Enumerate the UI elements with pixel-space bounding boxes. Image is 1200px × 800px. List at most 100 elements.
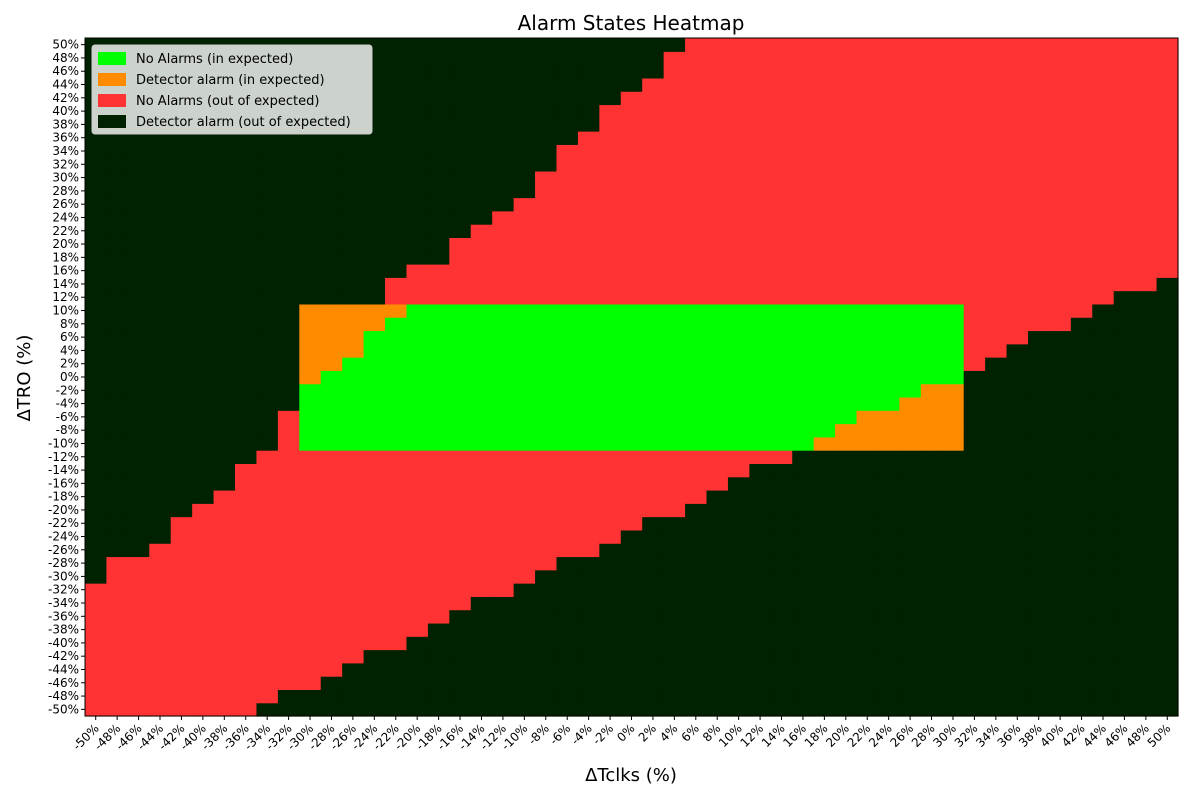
- heatmap-cell: [920, 250, 943, 265]
- heatmap-cell: [985, 184, 1008, 199]
- heatmap-cell: [599, 64, 622, 79]
- heatmap-cell: [963, 104, 986, 119]
- heatmap-cell: [1049, 64, 1072, 79]
- y-tick-label: 38%: [52, 117, 79, 131]
- heatmap-cell: [1070, 583, 1093, 597]
- heatmap-cell: [535, 157, 558, 172]
- heatmap-cell: [1092, 264, 1115, 278]
- heatmap-cell: [1092, 144, 1115, 159]
- heatmap-cell: [342, 237, 365, 252]
- heatmap-cell: [1049, 569, 1072, 584]
- heatmap-cell: [685, 144, 708, 159]
- heatmap-cell: [1135, 383, 1158, 398]
- heatmap-cell: [127, 423, 150, 438]
- heatmap-cell: [470, 463, 493, 478]
- heatmap-cell: [363, 676, 386, 691]
- heatmap-cell: [127, 250, 150, 265]
- heatmap-cell: [535, 144, 558, 159]
- heatmap-cell: [213, 583, 236, 597]
- heatmap-cell: [470, 543, 493, 558]
- heatmap-cell: [1049, 689, 1072, 704]
- heatmap-cell: [106, 596, 129, 611]
- heatmap-cell: [535, 636, 558, 651]
- heatmap-cell: [749, 636, 772, 651]
- heatmap-cell: [856, 330, 879, 345]
- heatmap-cell: [556, 64, 579, 79]
- heatmap-cell: [385, 117, 408, 132]
- heatmap-cell: [813, 503, 836, 518]
- heatmap-cell: [406, 77, 429, 92]
- heatmap-cell: [963, 64, 986, 79]
- heatmap-cell: [599, 343, 622, 358]
- heatmap-cell: [535, 702, 558, 717]
- heatmap-cell: [492, 343, 515, 358]
- heatmap-cell: [770, 689, 793, 704]
- heatmap-cell: [1027, 170, 1051, 185]
- heatmap-cell: [620, 649, 643, 664]
- heatmap-cell: [1006, 91, 1029, 106]
- heatmap-cell: [492, 131, 515, 145]
- heatmap-cell: [920, 144, 943, 159]
- heatmap-cell: [685, 303, 708, 318]
- heatmap-cell: [749, 184, 772, 199]
- heatmap-cell: [1006, 689, 1029, 704]
- heatmap-cell: [492, 264, 515, 278]
- heatmap-cell: [235, 423, 258, 438]
- heatmap-cell: [170, 596, 193, 611]
- heatmap-cell: [813, 224, 836, 239]
- heatmap-cell: [599, 290, 622, 305]
- heatmap-cell: [363, 476, 386, 491]
- heatmap-cell: [449, 357, 472, 371]
- heatmap-cell: [213, 383, 236, 398]
- heatmap-cell: [149, 596, 172, 611]
- heatmap-cell: [642, 131, 665, 145]
- heatmap-cell: [320, 543, 343, 558]
- heatmap-cell: [963, 303, 986, 318]
- heatmap-cell: [320, 250, 343, 265]
- heatmap-cell: [877, 596, 900, 611]
- heatmap-cell: [492, 197, 515, 212]
- heatmap-cell: [1135, 277, 1158, 292]
- heatmap-cell: [342, 516, 365, 531]
- heatmap-cell: [192, 609, 215, 624]
- heatmap-cell: [577, 649, 600, 664]
- heatmap-cell: [556, 529, 579, 544]
- heatmap-cell: [877, 636, 900, 651]
- heatmap-cell: [577, 237, 600, 252]
- heatmap-cell: [706, 157, 729, 172]
- heatmap-cell: [920, 676, 943, 691]
- heatmap-cell: [1027, 476, 1051, 491]
- heatmap-cell: [1156, 184, 1179, 199]
- heatmap-cell: [363, 436, 386, 451]
- heatmap-cell: [149, 330, 172, 345]
- heatmap-cell: [1027, 583, 1051, 597]
- heatmap-cell: [192, 264, 215, 278]
- heatmap-cell: [620, 184, 643, 199]
- heatmap-cell: [856, 277, 879, 292]
- heatmap-cell: [985, 250, 1008, 265]
- heatmap-cell: [492, 596, 515, 611]
- heatmap-cell: [106, 131, 129, 145]
- heatmap-cell: [1113, 290, 1136, 305]
- heatmap-cell: [599, 144, 622, 159]
- heatmap-cell: [685, 556, 708, 571]
- heatmap-cell: [449, 184, 472, 199]
- heatmap-cell: [577, 476, 600, 491]
- heatmap-cell: [235, 264, 258, 278]
- heatmap-cell: [985, 410, 1008, 425]
- heatmap-cell: [235, 237, 258, 252]
- heatmap-cell: [320, 144, 343, 159]
- heatmap-cell: [492, 290, 515, 305]
- heatmap-cell: [942, 410, 965, 425]
- heatmap-cell: [770, 596, 793, 611]
- heatmap-cell: [385, 317, 408, 332]
- heatmap-cell: [1006, 556, 1029, 571]
- heatmap-cell: [963, 662, 986, 677]
- heatmap-cell: [127, 170, 150, 185]
- heatmap-cell: [277, 264, 300, 278]
- heatmap-cell: [685, 64, 708, 79]
- heatmap-cell: [985, 662, 1008, 677]
- heatmap-cell: [492, 64, 515, 79]
- heatmap-cell: [256, 357, 279, 371]
- heatmap-cell: [106, 689, 129, 704]
